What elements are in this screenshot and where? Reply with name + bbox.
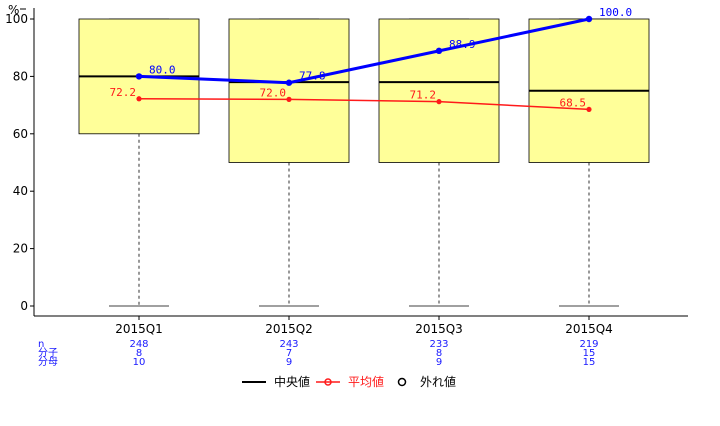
count-row-label: n (38, 339, 44, 350)
count-value: 15 (583, 357, 596, 368)
mean-point (286, 96, 292, 102)
count-value: 248 (129, 339, 148, 350)
x-tick-label: 2015Q3 (415, 322, 463, 336)
x-tick-label: 2015Q4 (565, 322, 613, 336)
y-tick-label: 0 (20, 299, 28, 313)
highlight-point (285, 79, 293, 86)
count-row-label: 分母 (38, 356, 58, 368)
mean-line (138, 98, 590, 111)
highlight-value-label: 80.0 (149, 63, 176, 76)
count-value: 219 (579, 339, 598, 350)
highlight-point (435, 47, 443, 55)
series-lines (135, 15, 593, 113)
legend-outlier-marker (397, 377, 407, 387)
legend-median-label: 中央値 (274, 374, 310, 389)
y-tick-label: 20 (13, 242, 28, 256)
mean-point (436, 99, 442, 105)
highlight-line (138, 17, 590, 85)
mean-point (586, 106, 592, 113)
mean-value-label: 71.2 (410, 89, 437, 102)
y-unit-label: % (8, 3, 19, 17)
legend-mean-marker (324, 378, 332, 386)
axes: % 0 20 40 60 80 100 2015Q1 2015Q2 2015Q3 2015Q4 (5, 3, 688, 336)
y-tick-label: 80 (13, 69, 28, 83)
count-value: 8 (436, 348, 442, 359)
mean-value-label: 72.0 (260, 86, 287, 99)
count-value: 8 (136, 348, 142, 359)
count-value: 233 (429, 339, 448, 350)
highlight-value-label: 100.0 (599, 6, 632, 19)
legend: 中央値 平均値 外れ値 (242, 374, 456, 389)
count-value: 10 (133, 357, 146, 368)
x-tick-label: 2015Q1 (115, 322, 163, 336)
mean-point (136, 96, 142, 102)
y-tick-label: 40 (13, 184, 28, 198)
mean-value-label: 68.5 (560, 96, 587, 109)
count-value: 9 (286, 357, 292, 368)
boxes (78, 18, 650, 307)
highlight-value-label: 77.8 (299, 70, 326, 83)
highlight-point (585, 15, 593, 23)
y-tick-label: 60 (13, 127, 28, 141)
box (228, 18, 350, 163)
mean-value-label: 72.2 (110, 86, 137, 99)
count-row-label: 分子 (38, 347, 58, 359)
count-value: 7 (286, 348, 292, 359)
x-tick-label: 2015Q2 (265, 322, 313, 336)
y-tick-label: 100 (5, 12, 28, 26)
count-value: 15 (583, 348, 596, 359)
data-labels: 80.0 77.8 88.9 100.0 72.2 72.0 71.2 68.5 (110, 6, 633, 109)
count-value: 243 (279, 339, 298, 350)
highlight-value-label: 88.9 (449, 38, 476, 51)
legend-outlier-label: 外れ値 (420, 374, 456, 389)
count-value: 9 (436, 357, 442, 368)
highlight-point (135, 73, 143, 80)
legend-mean-label: 平均値 (348, 374, 384, 389)
